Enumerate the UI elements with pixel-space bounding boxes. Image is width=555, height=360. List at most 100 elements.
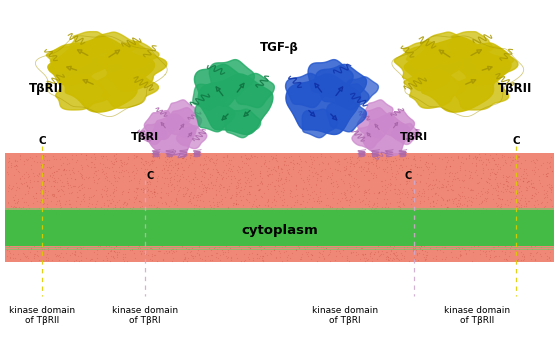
Text: kinase domain
of TβRI: kinase domain of TβRI [112,306,178,325]
Point [13,184,22,190]
Point [17,206,26,211]
Point [224,157,233,163]
Point [85,257,94,263]
Point [467,198,476,203]
Point [94,228,103,234]
Point [411,163,420,168]
Point [184,255,193,261]
Point [452,195,461,201]
Point [125,247,134,253]
Point [253,230,261,235]
Point [77,239,86,244]
Point [282,238,291,244]
Point [518,253,527,259]
Point [199,188,208,194]
Point [205,174,214,180]
Point [311,181,320,187]
Point [354,184,362,190]
Point [193,176,201,182]
Point [42,195,51,201]
Point [324,235,333,241]
Point [337,229,346,235]
Point [37,244,46,250]
Point [29,173,38,179]
Point [191,241,200,247]
Point [337,221,346,227]
Point [162,220,170,226]
Point [116,157,125,163]
Point [403,192,412,197]
Point [349,179,358,185]
Point [256,243,265,248]
Point [412,216,421,222]
Point [147,246,156,252]
Point [543,192,552,198]
Point [16,229,25,235]
Point [271,177,280,183]
Polygon shape [286,74,361,135]
Point [363,256,372,262]
Point [124,236,133,242]
Point [87,159,96,165]
Point [521,213,530,219]
Point [170,161,179,166]
Point [243,244,252,249]
Point [503,183,512,189]
Point [213,204,222,210]
Point [527,167,536,173]
Point [390,230,399,236]
Point [413,250,422,256]
Point [316,173,325,179]
Point [285,186,294,192]
Point [363,257,372,263]
Point [387,159,396,165]
Point [461,167,470,173]
Point [452,176,461,181]
Point [178,213,186,219]
Point [485,159,494,165]
Point [105,197,114,203]
Point [196,178,205,184]
Point [485,230,494,235]
Point [191,229,200,235]
Point [69,209,78,215]
Point [100,220,109,225]
Point [157,195,165,201]
Point [270,183,279,189]
Point [124,174,133,179]
Point [183,217,192,223]
Point [185,230,194,235]
Point [456,201,465,207]
Point [260,250,269,256]
Point [49,163,58,168]
Point [482,251,491,256]
Point [87,256,95,262]
Point [177,155,186,161]
Point [415,244,423,249]
Point [259,253,268,258]
Point [402,219,411,225]
Point [41,187,49,193]
Point [366,153,375,158]
Point [496,203,505,208]
Point [204,176,213,181]
Point [325,252,334,257]
Polygon shape [380,111,415,139]
Point [322,202,331,208]
Point [402,234,411,240]
Point [287,153,296,159]
Point [23,156,32,162]
Point [180,254,189,260]
Point [538,220,547,226]
Point [144,159,153,165]
Point [111,229,120,234]
Point [109,245,118,251]
Point [506,162,515,168]
Point [424,166,433,172]
Point [519,256,528,262]
Point [9,204,18,210]
Point [21,253,29,258]
Point [60,240,69,246]
Point [265,181,274,187]
Point [35,227,44,233]
